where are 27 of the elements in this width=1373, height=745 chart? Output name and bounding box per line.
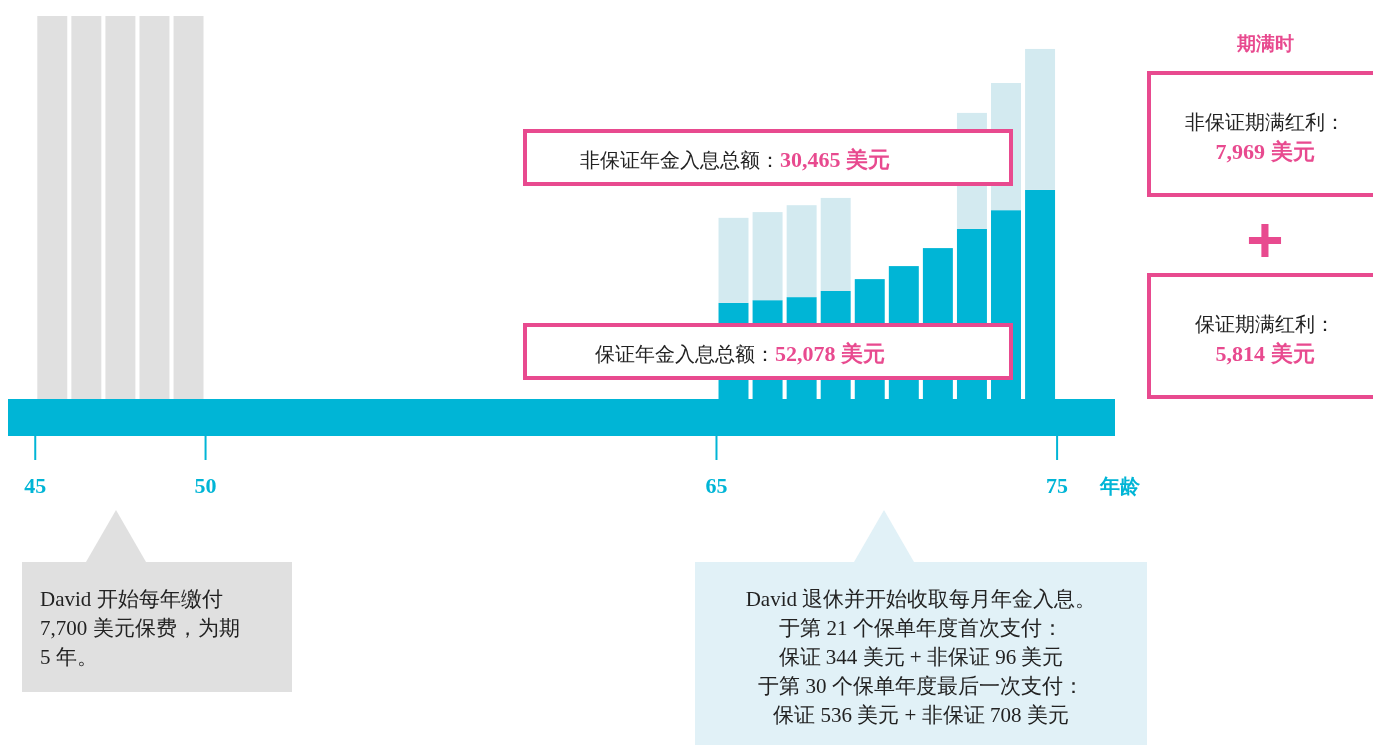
bar (752, 212, 783, 301)
text: + (1246, 204, 1284, 276)
x-tick-label: 65 (705, 473, 728, 498)
text: 保证 344 美元 + 非保证 96 美元 (778, 645, 1064, 669)
bar (173, 16, 204, 399)
x-tick-label: 75 (1046, 473, 1069, 498)
bar (718, 217, 749, 303)
text: David 开始每年缴付 7,700 美元保费，为期 5 年。 (40, 587, 240, 669)
text: 期满时 (1235, 33, 1294, 54)
bar (786, 205, 817, 298)
text: 非保证期满红利： 7,969 美元 (1185, 111, 1345, 164)
x-tick-label: 45 (24, 473, 47, 498)
text: 于第 30 个保单年度最后一次支付： (758, 674, 1084, 698)
x-tick-label: 50 (194, 473, 217, 498)
annotation: 保证年金入息总额：52,078 美元 (595, 341, 885, 366)
bar (105, 16, 136, 399)
text: 于第 21 个保单年度首次支付： (779, 616, 1063, 640)
x-axis-title: 年龄 (1099, 475, 1141, 497)
bar (820, 197, 851, 291)
text: David 退休并开始收取每月年金入息。 (745, 587, 1097, 611)
text: 保证期满红利： 5,814 美元 (1195, 313, 1335, 366)
annotation: 非保证年金入息总额：30,465 美元 (580, 147, 890, 172)
bar (1025, 48, 1056, 190)
bar (37, 16, 68, 399)
text: 保证 536 美元 + 非保证 708 美元 (773, 703, 1069, 727)
bar (71, 16, 102, 399)
bar (139, 16, 170, 399)
